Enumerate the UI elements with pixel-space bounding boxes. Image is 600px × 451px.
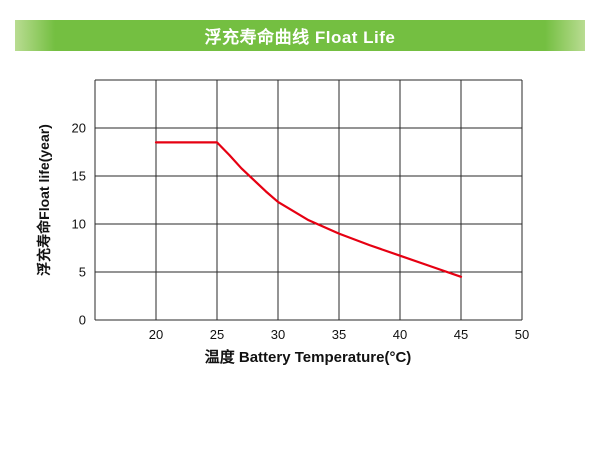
svg-text:20: 20 <box>149 327 163 342</box>
float-life-curve <box>154 141 463 278</box>
x-axis-label: 温度 Battery Temperature(°C) <box>204 349 412 366</box>
svg-text:50: 50 <box>515 327 529 342</box>
page-title: 浮充寿命曲线 Float Life <box>204 28 396 47</box>
title-banner: 浮充寿命曲线 Float Life <box>15 20 585 51</box>
svg-text:25: 25 <box>210 327 224 342</box>
svg-text:10: 10 <box>72 217 86 232</box>
chart-canvas: 20 25 30 35 40 45 50 0 5 10 15 20 <box>72 79 530 343</box>
svg-text:0: 0 <box>79 313 86 328</box>
svg-text:40: 40 <box>393 327 407 342</box>
svg-text:15: 15 <box>72 169 86 184</box>
svg-text:20: 20 <box>72 121 86 136</box>
svg-text:5: 5 <box>79 265 86 280</box>
axis-tick-labels: 20 25 30 35 40 45 50 0 5 10 15 20 <box>72 121 530 343</box>
svg-text:45: 45 <box>454 327 468 342</box>
svg-text:30: 30 <box>271 327 285 342</box>
svg-text:35: 35 <box>332 327 346 342</box>
y-axis-label: 浮充寿命Float life(year) <box>36 124 52 276</box>
gridlines <box>94 79 523 321</box>
float-life-chart: 20 25 30 35 40 45 50 0 5 10 15 20 <box>0 60 600 360</box>
